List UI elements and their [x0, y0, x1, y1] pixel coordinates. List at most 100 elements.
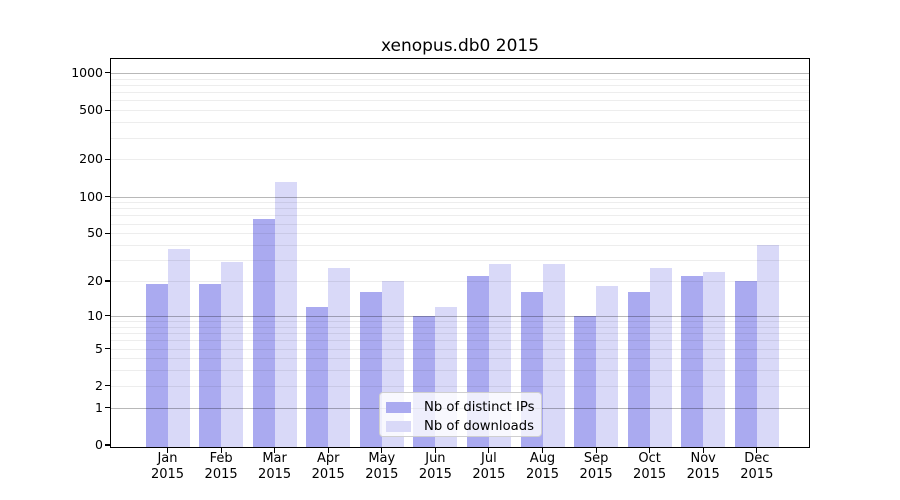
gridline-minor — [111, 208, 809, 210]
x-tick-label-apr: Apr 2015 — [311, 451, 345, 482]
gridline-minor — [111, 333, 809, 334]
x-tick-label-feb: Feb 2015 — [204, 451, 238, 482]
gridline-minor — [111, 348, 809, 350]
gridline-major — [111, 315, 809, 317]
gridline-minor — [111, 245, 809, 246]
x-tick — [649, 448, 651, 453]
bar-distinct-ips-nov — [681, 276, 704, 447]
bar-downloads-apr — [328, 267, 351, 447]
gridline-minor — [111, 370, 809, 372]
bar-downloads-dec — [756, 245, 779, 447]
bar-distinct-ips-dec — [734, 281, 757, 447]
x-tick-label-dec: Dec 2015 — [740, 451, 774, 482]
y-tick-label-2: 2 — [95, 377, 103, 393]
gridline-minor — [111, 84, 809, 86]
x-tick — [327, 448, 329, 453]
gridline-minor — [111, 340, 809, 342]
gridline-minor — [111, 215, 809, 217]
y-tick — [105, 315, 110, 317]
gridline-minor — [111, 202, 809, 204]
bar-downloads-aug — [542, 263, 565, 447]
y-tick — [105, 385, 110, 387]
y-tick-label-200: 200 — [79, 151, 103, 167]
bar-distinct-ips-jan — [145, 283, 168, 447]
bar-downloads-jan — [167, 249, 190, 447]
y-tick — [105, 444, 110, 446]
bar-distinct-ips-feb — [199, 283, 222, 447]
gridline-minor — [111, 122, 809, 124]
y-tick — [105, 195, 110, 198]
x-tick-label-jun: Jun 2015 — [418, 451, 452, 482]
x-tick — [274, 448, 276, 453]
legend-label-distinct-ips: Nb of distinct IPs — [424, 399, 535, 415]
y-tick — [105, 109, 110, 111]
bar-distinct-ips-apr — [306, 306, 329, 447]
y-tick — [105, 158, 110, 160]
gridline-minor — [111, 78, 809, 80]
y-tick-label-1: 1 — [95, 399, 103, 415]
x-tick-label-jul: Jul 2015 — [472, 451, 506, 482]
gridline-minor — [111, 100, 809, 102]
bar-downloads-sep — [596, 286, 619, 447]
y-tick-label-500: 500 — [79, 102, 103, 118]
x-tick-label-nov: Nov 2015 — [686, 451, 720, 482]
gridline-minor — [111, 260, 809, 262]
y-tick — [105, 347, 110, 350]
x-tick-label-may: May 2015 — [365, 451, 399, 482]
legend-item-downloads: Nb of downloads — [386, 418, 541, 434]
x-tick — [488, 448, 490, 453]
x-tick — [434, 448, 436, 453]
gridline-minor — [111, 358, 809, 360]
x-tick — [702, 448, 704, 453]
legend: Nb of distinct IPs Nb of downloads — [379, 392, 542, 437]
legend-item-distinct-ips: Nb of distinct IPs — [386, 399, 541, 415]
gridline-minor — [111, 321, 809, 322]
bar-distinct-ips-may — [359, 292, 382, 447]
y-tick — [105, 232, 110, 234]
gridline-minor — [111, 137, 809, 139]
chart-title: xenopus.db0 2015 — [380, 36, 540, 56]
x-tick-label-oct: Oct 2015 — [633, 451, 667, 482]
x-tick — [595, 448, 597, 453]
bar-distinct-ips-oct — [627, 292, 650, 447]
x-tick-label-sep: Sep 2015 — [579, 451, 613, 482]
bar-downloads-feb — [221, 261, 244, 447]
x-tick — [220, 448, 222, 453]
gridline-minor — [111, 233, 809, 235]
legend-swatch-distinct-ips — [386, 401, 411, 413]
x-tick-label-aug: Aug 2015 — [525, 451, 560, 482]
gridline-minor — [111, 159, 809, 161]
y-tick-label-0: 0 — [95, 437, 103, 452]
legend-swatch-downloads — [386, 420, 411, 432]
gridline-major — [111, 196, 809, 198]
legend-label-downloads: Nb of downloads — [424, 418, 534, 434]
bar-distinct-ips-mar — [252, 218, 275, 447]
y-tick-label-50: 50 — [87, 225, 103, 241]
gridline-minor — [111, 110, 809, 112]
y-tick-label-1000: 1000 — [71, 64, 103, 80]
x-tick-label-jan: Jan 2015 — [150, 451, 185, 482]
gridline-minor — [111, 326, 809, 328]
bar-distinct-ips-sep — [574, 315, 597, 447]
bar-downloads-nov — [703, 271, 726, 447]
y-tick-label-10: 10 — [87, 307, 103, 323]
plot-area — [110, 58, 810, 448]
bar-downloads-oct — [649, 267, 672, 447]
y-tick — [105, 280, 110, 282]
gridline-minor — [111, 223, 809, 225]
x-tick — [541, 448, 544, 453]
gridline-minor — [111, 385, 809, 387]
x-tick — [381, 448, 383, 453]
x-tick-label-mar: Mar 2015 — [258, 451, 292, 482]
y-tick-label-20: 20 — [87, 273, 103, 288]
bar-downloads-mar — [274, 181, 297, 447]
gridline-minor — [111, 281, 809, 282]
y-tick-label-100: 100 — [79, 188, 103, 204]
y-tick-label-5: 5 — [95, 340, 103, 356]
x-tick — [166, 448, 169, 453]
x-tick — [756, 448, 758, 453]
gridline-minor — [111, 92, 809, 94]
y-tick — [105, 407, 110, 409]
gridline-major — [111, 72, 809, 74]
